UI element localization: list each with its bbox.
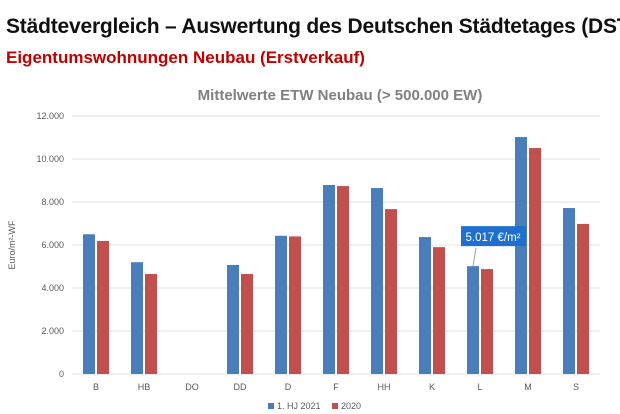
bar-B-0 [83,234,95,374]
bar-DD-1 [241,274,253,374]
y-tick-label: 0 [59,369,64,379]
legend-label: 2020 [341,401,361,411]
x-tick-label: HH [378,382,391,392]
bar-B-1 [97,240,109,374]
x-tick-label: F [333,382,339,392]
bar-K-1 [433,247,445,374]
bar-HB-1 [145,274,157,374]
y-tick-label: 10.000 [36,154,64,164]
bar-DD-0 [227,264,239,374]
x-tick-label: DO [185,382,199,392]
x-tick-label: HB [138,382,151,392]
x-tick-label: L [477,382,482,392]
chart-title: Mittelwerte ETW Neubau (> 500.000 EW) [198,87,483,104]
y-tick-label: 12.000 [36,111,64,121]
bar-HB-0 [131,262,143,374]
page-subtitle: Eigentumswohnungen Neubau (Erstverkauf) [6,48,365,67]
y-tick-label: 6.000 [41,240,64,250]
x-tick-label: D [285,382,292,392]
bar-K-0 [419,237,431,374]
annotation-label: 5.017 €/m² [466,232,521,244]
bar-HH-1 [385,209,397,374]
y-axis-label: Euro/m²-WF [7,220,17,269]
page-title: Städtevergleich – Auswertung des Deutsch… [6,15,620,38]
y-tick-label: 2.000 [41,326,64,336]
x-tick-label: B [93,382,99,392]
annotation-box [461,226,526,247]
x-tick-label: M [524,382,532,392]
bar-L-0 [467,266,479,374]
legend-swatch [268,403,274,409]
y-tick-label: 8.000 [41,197,64,207]
x-tick-label: DD [234,382,247,392]
y-tick-label: 4.000 [41,283,64,293]
bar-M-0 [515,137,527,374]
bar-D-1 [289,236,301,374]
x-tick-label: K [429,382,435,392]
annotation-leader [472,248,477,267]
bar-D-0 [275,235,287,374]
legend-swatch [332,403,338,409]
bar-F-0 [323,185,335,374]
bar-HH-0 [371,188,383,374]
bar-L-1 [481,269,493,374]
bar-F-1 [337,186,349,374]
x-tick-label: S [573,382,579,392]
legend-label: 1. HJ 2021 [277,401,321,411]
bar-M-1 [529,148,541,374]
bar-S-1 [577,223,589,374]
bar-S-0 [563,208,575,374]
